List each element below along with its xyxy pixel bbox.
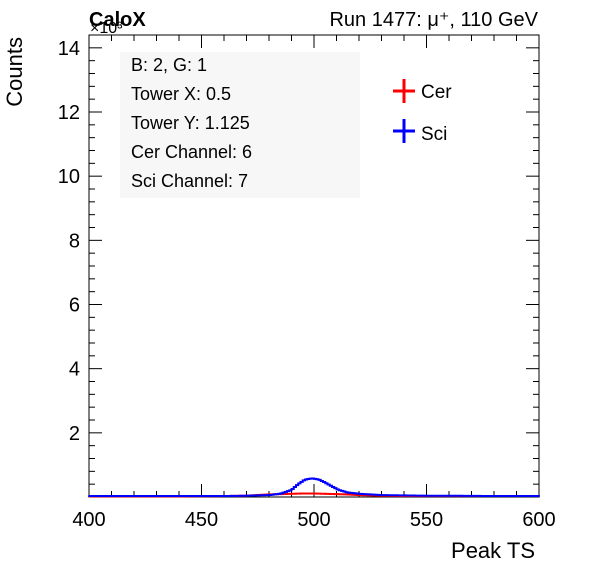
data-point-sci	[324, 481, 327, 484]
data-point-sci	[538, 495, 540, 498]
data-point-cer	[313, 492, 315, 495]
data-point-sci	[317, 478, 320, 481]
x-tick-label: 450	[185, 509, 218, 531]
legend-item-cer: Cer	[393, 79, 452, 103]
series-layer	[88, 477, 540, 498]
header-right-label: Run 1477: μ⁺, 110 GeV	[329, 9, 538, 31]
x-tick-label: 400	[72, 509, 105, 531]
data-point-sci	[380, 494, 383, 497]
data-point-sci	[448, 494, 450, 497]
data-point-sci	[337, 488, 340, 491]
data-point-sci	[346, 491, 349, 494]
info-line: Sci Channel: 7	[131, 171, 248, 191]
data-point-sci	[223, 495, 225, 498]
y-tick-label: 6	[69, 295, 80, 317]
data-point-sci	[310, 477, 313, 480]
data-point-cer	[335, 493, 338, 496]
data-point-sci	[290, 488, 293, 491]
axis-ticks: 400 450 500 550 600 2 4 6 8 10 12 14	[58, 35, 556, 531]
data-point-sci	[425, 494, 428, 497]
x-tick-label: 500	[297, 509, 330, 531]
info-line: Tower Y: 1.125	[131, 113, 250, 133]
info-line: Tower X: 0.5	[131, 84, 231, 104]
data-point-sci	[358, 492, 360, 495]
y-tick-label: 2	[69, 423, 80, 445]
data-point-sci	[369, 493, 372, 496]
data-point-sci	[304, 478, 306, 481]
y-tick-label: 4	[69, 359, 80, 381]
data-point-sci	[331, 485, 333, 488]
y-tick-label: 14	[58, 38, 80, 60]
y-tick-label: 10	[58, 166, 80, 188]
x-axis-label: Peak TS	[451, 538, 535, 563]
data-point-sci	[268, 494, 270, 497]
data-point-sci	[493, 495, 495, 498]
data-point-cer	[324, 492, 327, 495]
data-point-sci	[297, 483, 300, 486]
data-point-sci	[245, 494, 248, 497]
info-line: Cer Channel: 6	[131, 142, 252, 162]
legend-sci-label: Sci	[421, 124, 447, 145]
legend-item-sci: Sci	[393, 119, 447, 145]
series-line-sci	[89, 477, 539, 498]
data-point-cer	[301, 492, 304, 495]
y-axis-label: Counts	[2, 37, 27, 107]
x-tick-label: 600	[522, 509, 555, 531]
data-point-sci	[279, 492, 282, 495]
legend-cer-label: Cer	[421, 82, 452, 103]
header-exponent-label: ×10³	[90, 20, 123, 37]
data-point-sci	[88, 495, 90, 498]
data-point-cer	[290, 492, 293, 495]
info-line: B: 2, G: 1	[131, 55, 207, 75]
y-tick-label: 8	[69, 230, 80, 252]
y-tick-label: 12	[58, 102, 80, 124]
data-point-sci	[133, 495, 135, 498]
data-point-sci	[403, 494, 405, 497]
legend: Cer Sci	[393, 79, 452, 145]
info-box-lines: B: 2, G: 1 Tower X: 0.5 Tower Y: 1.125 Cer …	[131, 55, 252, 191]
data-point-sci	[178, 495, 180, 498]
x-tick-label: 550	[410, 509, 443, 531]
info-box	[120, 52, 360, 198]
header-left-label: CaloX	[89, 9, 146, 31]
data-point-cer	[346, 493, 349, 496]
